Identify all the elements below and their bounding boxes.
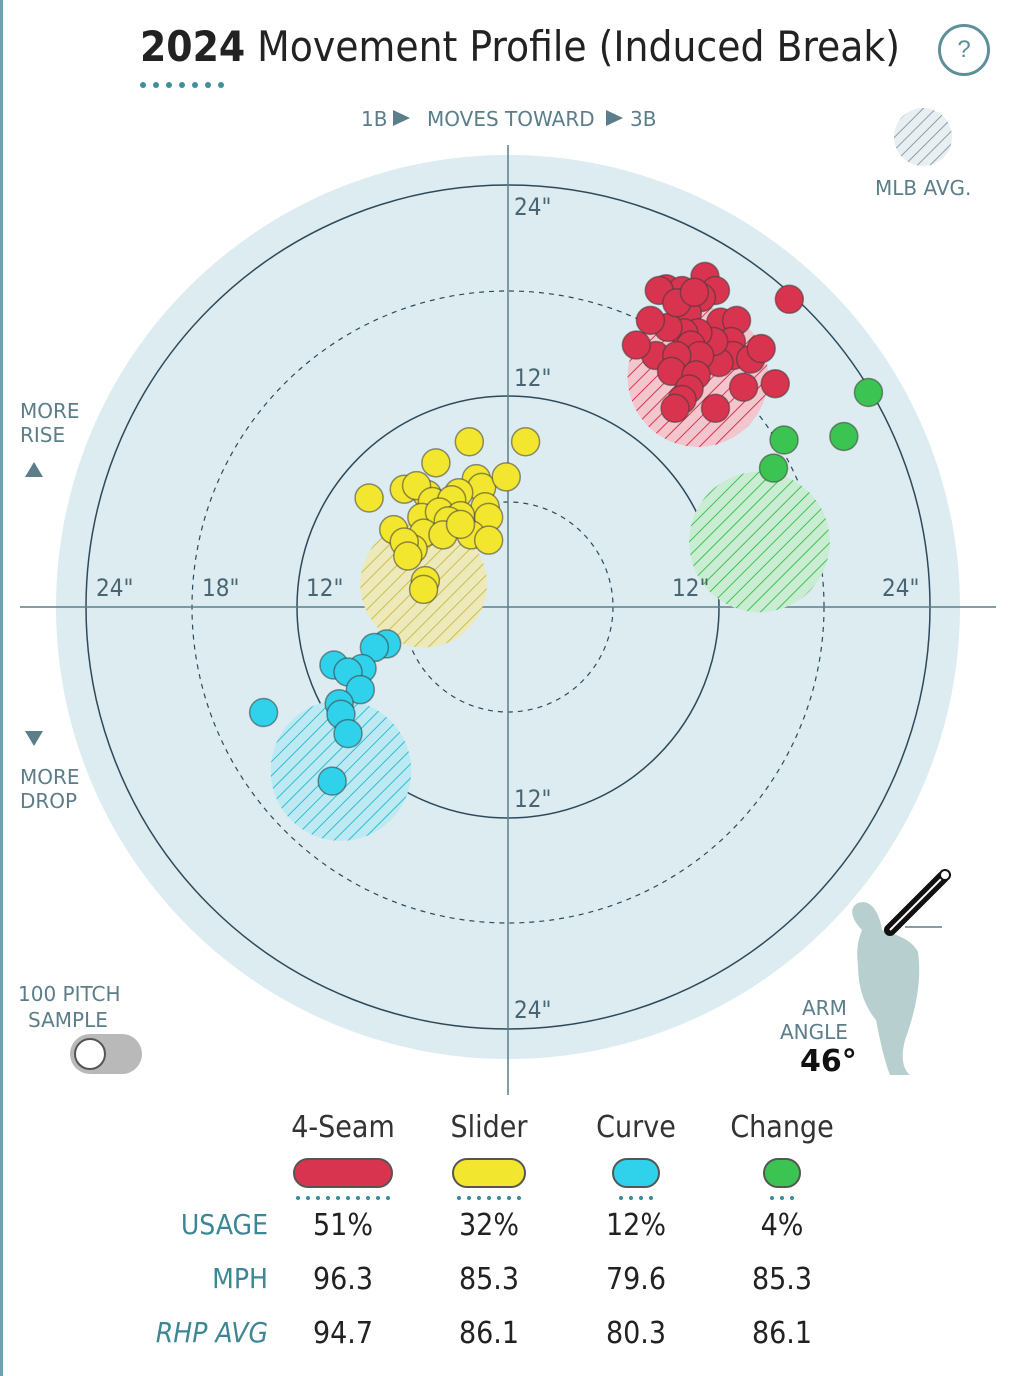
legend-slider: Slider bbox=[450, 1110, 528, 1145]
pitch-point-4seam-31[interactable] bbox=[774, 284, 805, 315]
pitch-point-slider-0[interactable] bbox=[454, 426, 485, 457]
pitch-point-change-2[interactable] bbox=[829, 421, 859, 452]
row-label-rhp-avg: RHP AVG bbox=[155, 1316, 268, 1349]
rhp-avg-change: 86.1 bbox=[751, 1316, 813, 1351]
usage-4seam: 51% bbox=[313, 1208, 373, 1243]
swatch-4seam[interactable] bbox=[293, 1158, 393, 1188]
pitch-point-slider-5[interactable] bbox=[491, 462, 521, 492]
mph-4seam: 96.3 bbox=[312, 1262, 374, 1297]
mlb-avg-label: MLB AVG. bbox=[875, 176, 972, 200]
rhp-avg-slider: 86.1 bbox=[458, 1316, 520, 1351]
pitch-point-change-0[interactable] bbox=[853, 377, 884, 408]
usage-slider: 32% bbox=[459, 1208, 519, 1243]
swatch-change[interactable] bbox=[763, 1158, 801, 1188]
pitch-point-slider-2[interactable] bbox=[421, 448, 451, 478]
more-rise-label-line1: MORE bbox=[20, 399, 80, 423]
legend-curve: Curve bbox=[596, 1110, 676, 1145]
pitch-point-slider-26[interactable] bbox=[473, 525, 504, 555]
usage-change: 4% bbox=[760, 1208, 804, 1243]
direction-center-label: MOVES TOWARD bbox=[427, 107, 595, 131]
pitch-point-4seam-27[interactable] bbox=[700, 393, 731, 424]
arm-angle-value: 46° bbox=[800, 1044, 857, 1079]
mlb-avg-legend-icon bbox=[894, 108, 952, 166]
usage-bar-curve bbox=[616, 1196, 656, 1200]
usage-bar-slider bbox=[454, 1196, 524, 1200]
pitch-point-slider-25[interactable] bbox=[445, 509, 476, 540]
more-drop-label-line2: DROP bbox=[20, 789, 78, 813]
arm-angle-label-line1: ARM bbox=[802, 996, 847, 1020]
tick-label-left-12: 12" bbox=[306, 574, 343, 602]
arrow-down-icon bbox=[25, 731, 43, 746]
rhp-avg-curve: 80.3 bbox=[605, 1316, 667, 1351]
help-button[interactable]: ? bbox=[938, 24, 990, 76]
swatch-slider[interactable] bbox=[452, 1158, 526, 1188]
tick-label-left-18: 18" bbox=[202, 574, 239, 602]
direction-1b-label: 1B bbox=[361, 107, 388, 131]
more-rise-label-line2: RISE bbox=[20, 423, 66, 447]
mph-change: 85.3 bbox=[751, 1262, 813, 1297]
help-icon: ? bbox=[957, 36, 971, 63]
tick-label-top-24: 24" bbox=[514, 193, 551, 221]
mph-curve: 79.6 bbox=[605, 1262, 667, 1297]
usage-bar-4seam bbox=[293, 1196, 393, 1200]
pitch-point-4seam-28[interactable] bbox=[728, 372, 759, 402]
arrow-right-icon bbox=[606, 110, 623, 126]
tick-label-bottom-24: 24" bbox=[514, 996, 551, 1024]
pitch-point-slider-29[interactable] bbox=[408, 574, 439, 605]
pitch-point-4seam-23[interactable] bbox=[635, 305, 666, 336]
legend-change: Change bbox=[730, 1110, 834, 1145]
pitch-point-change-3[interactable] bbox=[758, 453, 789, 483]
pitch-points bbox=[248, 261, 884, 796]
sample-label-line2: SAMPLE bbox=[28, 1008, 108, 1032]
tick-label-right-24: 24" bbox=[882, 574, 919, 602]
legend-4seam: 4-Seam bbox=[291, 1110, 395, 1145]
pitch-point-curve-9[interactable] bbox=[333, 718, 363, 749]
page-title: 2024 Movement Profile (Induced Break) bbox=[140, 22, 900, 71]
row-label-mph: MPH bbox=[212, 1262, 268, 1295]
pitch-point-4seam-30[interactable] bbox=[746, 333, 776, 364]
arm-angle-label-line2: ANGLE bbox=[780, 1020, 848, 1044]
pitch-point-curve-8[interactable] bbox=[248, 697, 279, 728]
axis-tick-labels: 24" 12" 12" 24" 24" 18" 12" 12" 24" bbox=[96, 193, 919, 1024]
title-year: 2024 bbox=[140, 22, 246, 71]
arrow-up-icon bbox=[25, 462, 43, 477]
mph-slider: 85.3 bbox=[458, 1262, 520, 1297]
pitcher-silhouette-icon bbox=[852, 869, 951, 1075]
pitch-point-curve-5[interactable] bbox=[345, 674, 376, 705]
pitch-point-4seam-29[interactable] bbox=[760, 368, 791, 399]
pitch-point-slider-13[interactable] bbox=[354, 483, 384, 513]
title-text: Movement Profile (Induced Break) bbox=[257, 22, 901, 71]
sample-label-line1: 100 PITCH bbox=[18, 982, 121, 1006]
pitch-point-curve-10[interactable] bbox=[317, 766, 347, 796]
more-drop-label-line1: MORE bbox=[20, 765, 80, 789]
frame-edge bbox=[0, 0, 3, 1376]
pitch-point-4seam-34[interactable] bbox=[679, 277, 710, 308]
toggle-knob bbox=[74, 1038, 106, 1070]
tick-label-top-12: 12" bbox=[514, 364, 551, 392]
usage-curve: 12% bbox=[606, 1208, 666, 1243]
tick-label-right-12: 12" bbox=[672, 574, 709, 602]
tick-label-bottom-12: 12" bbox=[514, 785, 551, 813]
pitch-point-4seam-26[interactable] bbox=[660, 393, 690, 424]
usage-bar-change bbox=[767, 1196, 797, 1200]
swatch-curve[interactable] bbox=[612, 1158, 660, 1188]
row-label-usage: USAGE bbox=[180, 1208, 268, 1241]
arrow-left-icon bbox=[393, 110, 410, 126]
pitch-point-slider-27[interactable] bbox=[393, 541, 423, 571]
sample-toggle[interactable] bbox=[70, 1034, 142, 1074]
direction-3b-label: 3B bbox=[630, 107, 657, 131]
rhp-avg-4seam: 94.7 bbox=[312, 1316, 374, 1351]
title-underline-dots bbox=[140, 82, 224, 88]
mlb-avg-zone-change bbox=[689, 471, 830, 613]
pitch-point-4seam-22[interactable] bbox=[621, 330, 652, 360]
pitch-point-slider-1[interactable] bbox=[510, 426, 541, 457]
pitch-point-change-1[interactable] bbox=[769, 425, 799, 455]
tick-label-left-24: 24" bbox=[96, 574, 133, 602]
